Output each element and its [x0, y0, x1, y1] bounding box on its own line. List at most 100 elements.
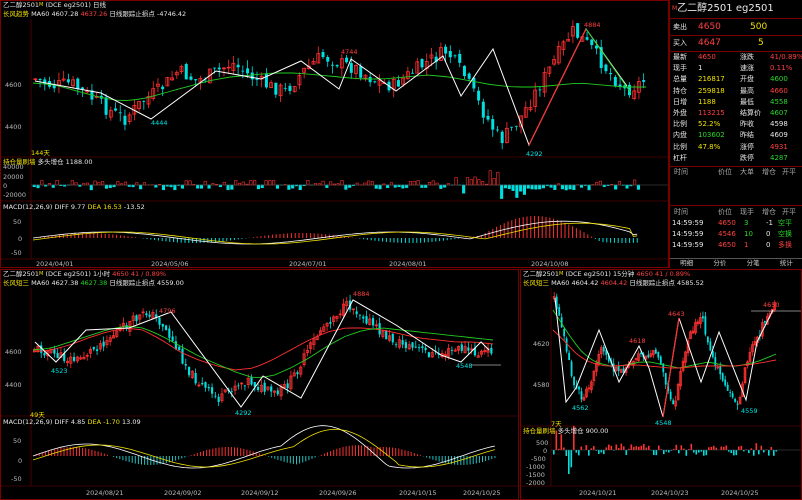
candle-body [368, 318, 372, 325]
quote-tick-header: 时间 价位 大单 增仓 开平 [670, 167, 802, 178]
tab-price[interactable]: 分价 [703, 258, 737, 268]
hourly-macd-label: MACD(12,26,9) [3, 418, 53, 426]
candle-body [233, 385, 237, 391]
candle-body [332, 316, 336, 322]
candle-body [456, 346, 460, 351]
daily-red-value: 4637.26 [80, 10, 108, 18]
min15-chart-canvas[interactable] [521, 270, 802, 500]
candle-body [351, 308, 355, 311]
candle-body [595, 362, 598, 372]
candle-body [706, 336, 709, 343]
candle-body [424, 347, 427, 351]
oi-bar [570, 450, 573, 468]
candle-body [568, 352, 571, 361]
candle-body [472, 77, 476, 89]
oi-bar [593, 446, 595, 450]
candle-body [427, 352, 431, 357]
candle-body [637, 353, 640, 361]
oi-bar [655, 450, 658, 456]
daily-chart-canvas[interactable] [1, 1, 669, 268]
candle-body [391, 333, 394, 343]
candle-body [311, 61, 316, 65]
hourly-xtick-1: 2024/08/21 [86, 489, 124, 497]
daily-macd-tick-3: -50 [11, 249, 22, 257]
min15-chart-title: 乙二醇2501M (DCE eg2501) 15分钟 4650 41 / 0.8… [521, 270, 801, 279]
candle-body [566, 38, 571, 42]
tick-type: 空换 [778, 230, 792, 238]
hourly-title-symbol: (DCE eg2501) [45, 270, 91, 278]
hourly-chart-panel[interactable]: 乙二醇2501M (DCE eg2501) 1小时 4650 41 / 0.89… [0, 269, 519, 500]
oi-bar [745, 449, 748, 450]
quote-row-label2: 速涨 [740, 64, 754, 73]
candle-body [250, 376, 253, 385]
candle-body [438, 47, 443, 61]
oi-bar [748, 450, 750, 454]
candle-body [302, 67, 307, 73]
oi-bar [180, 184, 184, 189]
candle-body [131, 315, 135, 322]
oi-bar [196, 184, 200, 189]
candle-body [373, 81, 377, 83]
tick-header2-time: 时间 [674, 208, 688, 216]
candle-body [602, 346, 605, 352]
candle-body [674, 400, 677, 407]
quote-title-name: 乙二醇2501 [677, 3, 733, 14]
tab-trades[interactable]: 分笔 [736, 258, 770, 268]
candle-body [753, 340, 757, 346]
candle-body [528, 106, 533, 111]
candle-body [276, 390, 279, 395]
quote-row-value: 47.8% [698, 142, 721, 151]
quote-row-label2: 昨结 [740, 131, 754, 140]
candle-body [76, 78, 80, 89]
oi-bar [93, 180, 97, 186]
tab-stats[interactable]: 统计 [769, 258, 802, 268]
hourly-chart-canvas[interactable] [1, 270, 519, 500]
min15-change: 41 / 0.89% [654, 270, 691, 278]
candle-body [123, 115, 127, 125]
min15-oi-tick-1: 500 [536, 439, 549, 447]
candle-body [222, 67, 226, 70]
candle-body [447, 348, 451, 357]
candle-body [85, 354, 89, 357]
oi-bar [587, 184, 591, 191]
daily-chart-panel[interactable]: 乙二醇2501M (DCE eg2501) 日线 长风趋势 MA60 4607.… [0, 0, 669, 268]
candle-body [179, 66, 184, 72]
candle-body [112, 335, 116, 339]
oi-bar [97, 182, 101, 186]
candle-body [558, 307, 561, 316]
hourly-title-super: M [39, 271, 44, 277]
candle-body [217, 396, 220, 403]
candle-body [137, 100, 141, 109]
oi-bar [670, 450, 673, 451]
candle-body [368, 76, 372, 83]
oi-bar [154, 184, 158, 188]
candle-body [146, 96, 151, 105]
quote-row-value: 259818 [698, 86, 725, 95]
oi-bar [690, 443, 693, 450]
candle-body [613, 76, 617, 86]
oi-bar [578, 450, 580, 456]
oi-bar [393, 184, 397, 188]
daily-chart-title: 乙二醇2501M (DCE eg2501) 日线 [1, 1, 668, 10]
candle-body [318, 330, 322, 335]
quote-row-value2: 4558 [770, 97, 788, 106]
candle-body [676, 383, 680, 401]
candle-body [288, 85, 292, 91]
daily-oi-value: 多头增仓 1188.00 [37, 158, 93, 166]
min15-chart-panel[interactable]: 乙二醇2501M (DCE eg2501) 15分钟 4650 41 / 0.8… [520, 269, 802, 500]
ma60-line [32, 325, 494, 378]
candle-body [443, 354, 447, 357]
min15-ytick-1: 4620 [533, 340, 550, 348]
candle-body [632, 90, 637, 99]
candle-body [642, 80, 646, 82]
tab-detail[interactable]: 明细 [670, 258, 704, 268]
hourly-title-period: 1小时 [93, 270, 111, 278]
daily-macd-tick-2: 0 [18, 235, 23, 243]
min15-low-d: 4548 [655, 419, 672, 427]
daily-xtick-3: 2024/07/01 [289, 260, 327, 268]
oi-bar [473, 176, 477, 186]
oi-bar [678, 450, 680, 454]
daily-title-symbol: (DCE eg2501) [45, 1, 91, 9]
oi-bar [386, 184, 390, 189]
candle-body [476, 355, 480, 358]
